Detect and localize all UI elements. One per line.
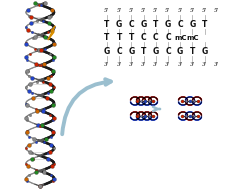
Text: G: G xyxy=(176,47,182,56)
Polygon shape xyxy=(48,26,55,40)
Polygon shape xyxy=(130,112,139,115)
Polygon shape xyxy=(148,116,157,120)
Text: 5': 5' xyxy=(177,9,182,13)
Text: 3': 3' xyxy=(116,63,121,67)
Text: 5': 5' xyxy=(140,9,146,13)
Text: mC: mC xyxy=(173,35,186,41)
Text: mC: mC xyxy=(185,35,198,41)
Text: C: C xyxy=(177,20,182,29)
Text: 5': 5' xyxy=(116,9,121,13)
Text: 5': 5' xyxy=(213,9,218,13)
Text: 3': 3' xyxy=(177,63,182,67)
Polygon shape xyxy=(136,116,145,120)
Polygon shape xyxy=(148,97,157,101)
Text: T: T xyxy=(128,33,133,43)
Polygon shape xyxy=(130,97,139,101)
Text: T: T xyxy=(140,47,146,56)
Text: G: G xyxy=(188,20,195,29)
Text: 5': 5' xyxy=(128,9,133,13)
Polygon shape xyxy=(192,97,201,101)
Polygon shape xyxy=(130,101,139,105)
Text: 3': 3' xyxy=(128,63,133,67)
Text: G: G xyxy=(104,47,110,56)
Polygon shape xyxy=(192,101,201,105)
Text: T: T xyxy=(152,20,158,29)
Polygon shape xyxy=(192,112,201,115)
Text: 5': 5' xyxy=(165,9,170,13)
Text: C: C xyxy=(116,47,122,56)
Text: 3': 3' xyxy=(189,63,194,67)
Text: C: C xyxy=(164,33,170,43)
Text: 3': 3' xyxy=(153,63,158,67)
Text: 5': 5' xyxy=(189,9,194,13)
Text: 3': 3' xyxy=(165,63,170,67)
Text: T: T xyxy=(201,20,206,29)
Polygon shape xyxy=(142,101,151,105)
Text: T: T xyxy=(104,20,109,29)
Text: G: G xyxy=(152,47,158,56)
Polygon shape xyxy=(185,101,194,105)
Text: C: C xyxy=(140,33,146,43)
Text: C: C xyxy=(164,47,170,56)
Polygon shape xyxy=(148,112,157,115)
Text: T: T xyxy=(116,33,121,43)
Text: T: T xyxy=(104,33,109,43)
Text: 5': 5' xyxy=(104,9,109,13)
Text: T: T xyxy=(189,47,194,56)
Polygon shape xyxy=(185,112,194,115)
Polygon shape xyxy=(136,101,145,105)
Polygon shape xyxy=(178,101,187,105)
Polygon shape xyxy=(136,97,145,101)
Text: C: C xyxy=(128,20,134,29)
Polygon shape xyxy=(142,116,151,120)
Polygon shape xyxy=(192,116,201,120)
Text: 3': 3' xyxy=(140,63,146,67)
Polygon shape xyxy=(148,101,157,105)
Polygon shape xyxy=(178,112,187,115)
Text: G: G xyxy=(128,47,134,56)
Polygon shape xyxy=(185,97,194,101)
Text: G: G xyxy=(140,20,146,29)
Polygon shape xyxy=(185,116,194,120)
Text: 3': 3' xyxy=(201,63,206,67)
Text: G: G xyxy=(164,20,170,29)
Text: G: G xyxy=(116,20,122,29)
Polygon shape xyxy=(178,97,187,101)
Polygon shape xyxy=(142,97,151,101)
Text: 5': 5' xyxy=(201,9,206,13)
Polygon shape xyxy=(130,116,139,120)
Text: 3': 3' xyxy=(213,63,218,67)
Text: C: C xyxy=(152,33,158,43)
Polygon shape xyxy=(178,116,187,120)
Text: 3': 3' xyxy=(104,63,109,67)
Text: G: G xyxy=(200,47,207,56)
Polygon shape xyxy=(136,112,145,115)
Text: 5': 5' xyxy=(153,9,158,13)
Polygon shape xyxy=(142,112,151,115)
